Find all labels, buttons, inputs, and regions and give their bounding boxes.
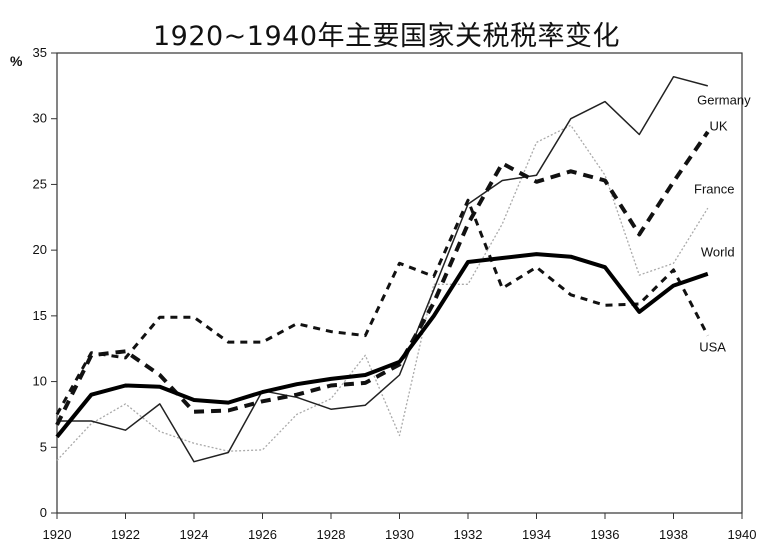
x-tick-label: 1924: [180, 527, 209, 542]
x-tick-label: 1926: [248, 527, 277, 542]
x-tick-label: 1938: [659, 527, 688, 542]
y-tick-label: 0: [40, 505, 47, 520]
series-line-usa: [55, 198, 710, 416]
x-tick-label: 1934: [522, 527, 551, 542]
x-tick-label: 1940: [728, 527, 757, 542]
axes: 0 5 10 15 20 25 30 35 1920 1922 1924 1926 1928 1930 19…: [33, 45, 757, 542]
x-tick-label: 1936: [591, 527, 620, 542]
y-axis-label: %: [10, 53, 23, 69]
x-tick-label: 1932: [454, 527, 483, 542]
series-label-usa: USA: [699, 339, 726, 354]
x-tick-label: 1928: [317, 527, 346, 542]
series-line-france: [56, 124, 709, 461]
series-label-world: World: [701, 245, 735, 260]
series-label-uk: UK: [710, 119, 728, 134]
x-tick-label: 1930: [385, 527, 414, 542]
y-tick-label: 20: [33, 242, 47, 257]
series-line-germany: [57, 75, 708, 463]
x-tick-label: 1922: [111, 527, 140, 542]
series-line-world: [55, 252, 709, 439]
series-label-germany: Germany: [697, 92, 751, 107]
series-line-uk: [55, 130, 710, 426]
y-tick-label: 25: [33, 176, 47, 191]
series-label-france: France: [694, 182, 734, 197]
y-tick-label: 5: [40, 439, 47, 454]
series-lines: [55, 75, 710, 463]
series-labels: Germany UK France World USA: [694, 92, 751, 354]
y-tick-label: 10: [33, 374, 47, 389]
y-tick-label: 30: [33, 111, 47, 126]
y-tick-label: 35: [33, 45, 47, 60]
plot-frame: [56, 52, 743, 514]
chart-title: 1920~1940年主要国家关税税率变化: [152, 21, 621, 52]
y-tick-label: 15: [33, 308, 47, 323]
x-tick-label: 1920: [43, 527, 72, 542]
